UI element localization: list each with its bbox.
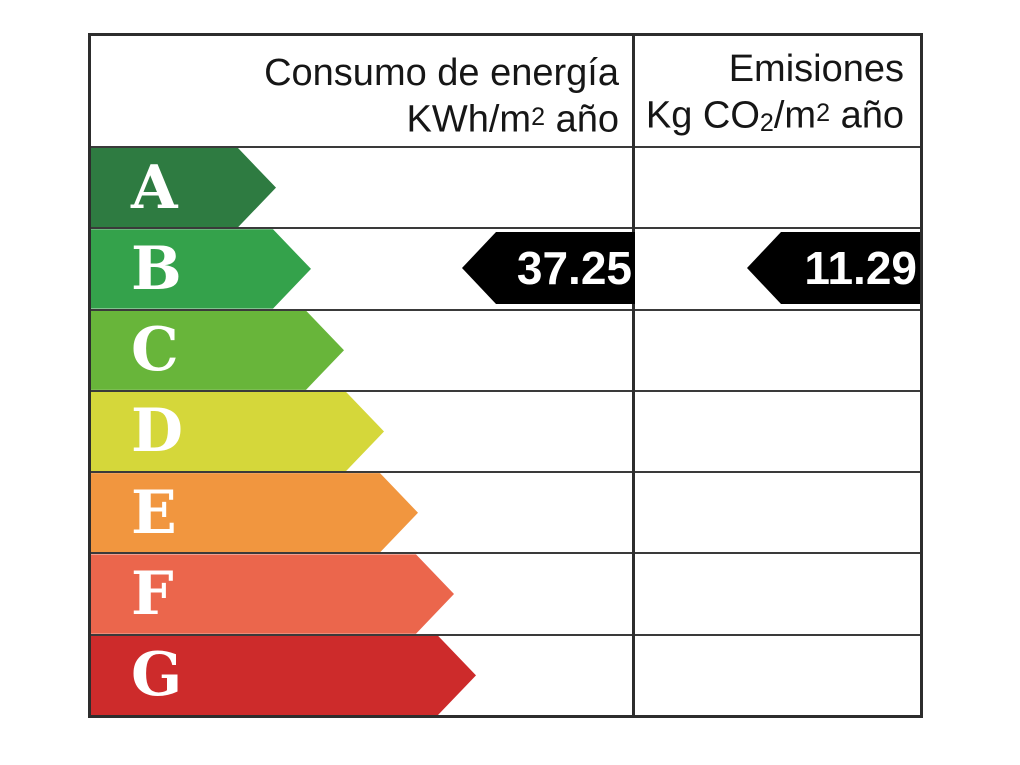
header-consumo-title: Consumo de energía xyxy=(264,51,619,94)
header-emisiones-title: Emisiones xyxy=(728,47,904,90)
rating-letter: C xyxy=(131,315,179,386)
rating-letter: E xyxy=(131,477,177,548)
rating-bar-c: C xyxy=(91,311,344,390)
rating-bar-f: F xyxy=(91,554,454,633)
rating-letter: D xyxy=(131,396,184,467)
header-consumo: Consumo de energía KWh/m2 año xyxy=(91,36,635,146)
header-emisiones: Emisiones Kg CO2/m2 año xyxy=(635,36,920,146)
table-header: Consumo de energía KWh/m2 año Emisiones … xyxy=(91,36,920,146)
emisiones-value-arrow-icon: 11.29 xyxy=(747,232,920,304)
header-consumo-unit: KWh/m2 año xyxy=(406,98,619,141)
rating-row-d: D xyxy=(91,389,920,471)
rating-row-g: G xyxy=(91,633,920,715)
rating-bar-d: D xyxy=(91,392,384,471)
rating-letter: G xyxy=(131,640,183,711)
rating-bar-a: A xyxy=(91,148,276,227)
consumo-value-arrow-icon: 37.25 xyxy=(462,232,635,304)
rating-bar-b: B xyxy=(91,229,311,308)
column-divider xyxy=(632,36,635,715)
rating-letter: F xyxy=(131,559,174,630)
header-emisiones-unit: Kg CO2/m2 año xyxy=(645,94,904,138)
rating-bar-e: E xyxy=(91,473,418,552)
rating-row-f: F xyxy=(91,552,920,633)
emisiones-value: 11.29 xyxy=(804,242,917,294)
rating-letter: A xyxy=(131,152,178,223)
rating-bar-g: G xyxy=(91,636,476,715)
rating-rows: A B C D E F G 37.25 11.29 xyxy=(91,146,920,715)
rating-row-b: B xyxy=(91,227,920,308)
consumo-value: 37.25 xyxy=(516,242,632,294)
rating-row-e: E xyxy=(91,471,920,552)
rating-letter: B xyxy=(131,233,182,304)
energy-rating-table: Consumo de energía KWh/m2 año Emisiones … xyxy=(88,33,923,718)
rating-row-c: C xyxy=(91,308,920,390)
rating-row-a: A xyxy=(91,146,920,227)
